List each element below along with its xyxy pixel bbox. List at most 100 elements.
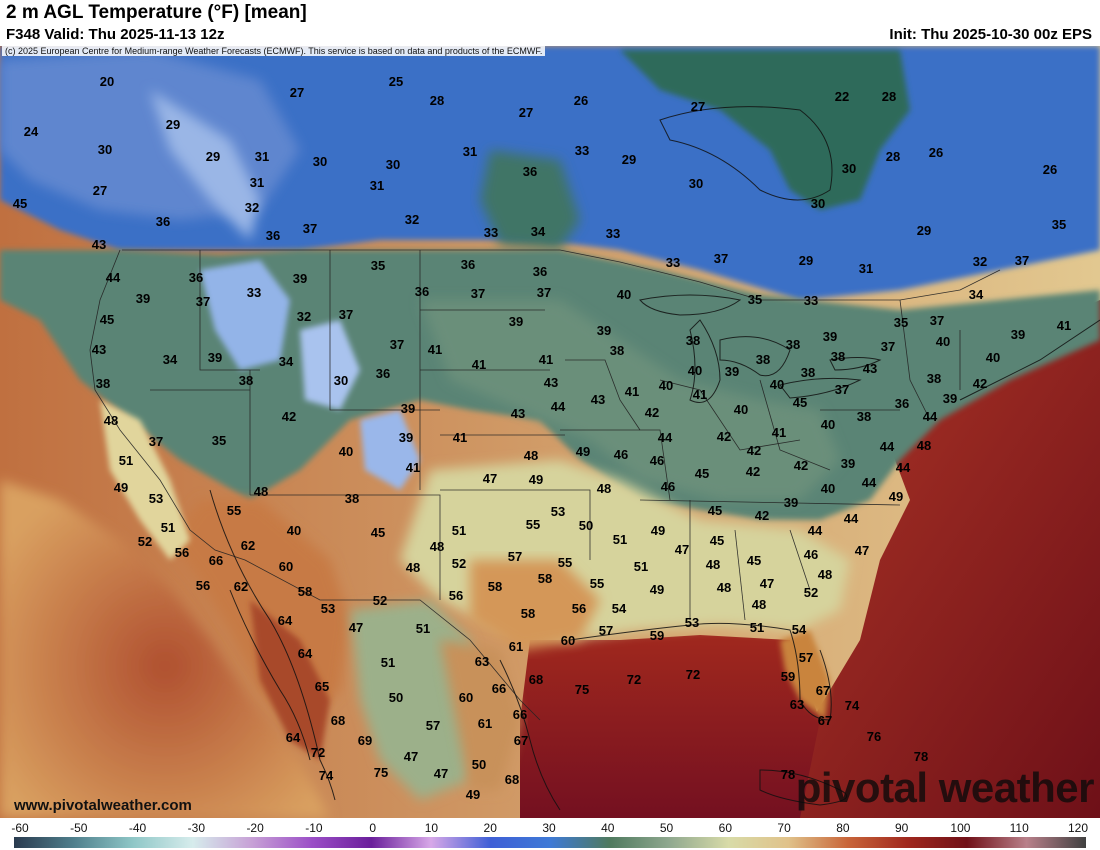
- temperature-label: 38: [831, 349, 845, 364]
- temperature-label: 50: [389, 690, 403, 705]
- temperature-label: 38: [927, 371, 941, 386]
- temperature-label: 31: [255, 149, 269, 164]
- temperature-label: 28: [886, 149, 900, 164]
- colorbar-gradient: [14, 837, 1086, 848]
- temperature-label: 35: [894, 315, 908, 330]
- temperature-label: 39: [399, 430, 413, 445]
- temperature-label: 39: [784, 495, 798, 510]
- temperature-label: 39: [136, 291, 150, 306]
- temperature-label: 38: [96, 376, 110, 391]
- temperature-label: 51: [613, 532, 627, 547]
- temperature-label: 50: [472, 757, 486, 772]
- temperature-label: 48: [717, 580, 731, 595]
- colorbar-tick-label: 20: [483, 821, 497, 835]
- temperature-label: 28: [882, 89, 896, 104]
- temperature-label: 43: [544, 375, 558, 390]
- temperature-label: 44: [862, 475, 877, 490]
- temperature-label: 55: [558, 555, 572, 570]
- temperature-label: 51: [381, 655, 395, 670]
- colorbar-tick-label: -10: [305, 821, 323, 835]
- header: 2 m AGL Temperature (°F) [mean] F348 Val…: [0, 0, 1100, 46]
- temperature-label: 33: [247, 285, 261, 300]
- colorbar-tick-label: -30: [187, 821, 205, 835]
- temperature-label: 37: [471, 286, 485, 301]
- temperature-label: 44: [106, 270, 121, 285]
- temperature-label: 48: [917, 438, 931, 453]
- temperature-label: 46: [650, 453, 664, 468]
- colorbar: -60 -50 -40 -30 -20 -10 0 10 20 30 40 50 60 70 80 90 100…: [0, 818, 1100, 850]
- temperature-label: 62: [241, 538, 255, 553]
- temperature-label: 54: [792, 622, 807, 637]
- temperature-label: 78: [781, 767, 795, 782]
- temperature-label: 41: [772, 425, 786, 440]
- temperature-label: 48: [254, 484, 268, 499]
- temperature-label: 49: [114, 480, 128, 495]
- temperature-label: 37: [149, 434, 163, 449]
- temperature-label: 51: [750, 620, 764, 635]
- temperature-label: 66: [492, 681, 506, 696]
- temperature-label: 72: [686, 667, 700, 682]
- temperature-label: 47: [404, 749, 418, 764]
- temperature-label: 37: [835, 382, 849, 397]
- temperature-label: 61: [509, 639, 523, 654]
- temperature-label: 44: [844, 511, 859, 526]
- temperature-label: 40: [770, 377, 784, 392]
- temperature-label: 34: [163, 352, 178, 367]
- temperature-label: 38: [239, 373, 253, 388]
- temperature-label: 36: [533, 264, 547, 279]
- temperature-label: 57: [508, 549, 522, 564]
- temperature-label: 52: [373, 593, 387, 608]
- temperature-label: 30: [386, 157, 400, 172]
- temperature-label: 53: [149, 491, 163, 506]
- temperature-label: 51: [161, 520, 175, 535]
- temperature-label: 56: [196, 578, 210, 593]
- temperature-label: 32: [297, 309, 311, 324]
- temperature-label: 39: [1011, 327, 1025, 342]
- temperature-label: 58: [521, 606, 535, 621]
- colorbar-tick-label: -50: [70, 821, 88, 835]
- temperature-label: 40: [936, 334, 950, 349]
- temperature-label: 37: [1015, 253, 1029, 268]
- temperature-label: 22: [835, 89, 849, 104]
- temperature-label: 30: [689, 176, 703, 191]
- temperature-label: 52: [138, 534, 152, 549]
- temperature-label: 57: [426, 718, 440, 733]
- temperature-label: 63: [790, 697, 804, 712]
- temperature-label: 72: [311, 745, 325, 760]
- colorbar-tick-label: 60: [718, 821, 733, 835]
- temperature-label: 67: [514, 733, 528, 748]
- temperature-label: 30: [334, 373, 348, 388]
- temperature-label: 38: [756, 352, 770, 367]
- temperature-label: 39: [401, 401, 415, 416]
- temperature-label: 42: [747, 443, 761, 458]
- temperature-label: 41: [539, 352, 553, 367]
- colorbar-tick-label: -40: [128, 821, 147, 835]
- colorbar-tick-label: -20: [246, 821, 264, 835]
- temperature-label: 68: [529, 672, 543, 687]
- temperature-label: 39: [943, 391, 957, 406]
- temperature-label: 48: [706, 557, 720, 572]
- colorbar-tick-label: 70: [777, 821, 791, 835]
- temperature-label: 74: [845, 698, 860, 713]
- temperature-label: 44: [808, 523, 823, 538]
- temperature-label: 41: [1057, 318, 1071, 333]
- temperature-label: 53: [551, 504, 565, 519]
- temperature-label: 37: [196, 294, 210, 309]
- temperature-label: 45: [371, 525, 385, 540]
- temperature-label: 63: [475, 654, 489, 669]
- temperature-label: 57: [799, 650, 813, 665]
- temperature-label: 35: [1052, 217, 1066, 232]
- website-link[interactable]: www.pivotalweather.com: [14, 797, 192, 814]
- temperature-label: 75: [575, 682, 589, 697]
- colorbar-tick-label: 50: [659, 821, 674, 835]
- temperature-label: 32: [405, 212, 419, 227]
- temperature-label: 44: [923, 409, 938, 424]
- temperature-label: 36: [189, 270, 203, 285]
- temperature-label: 30: [842, 161, 856, 176]
- temperature-label: 37: [881, 339, 895, 354]
- colorbar-tick-label: 0: [369, 821, 376, 835]
- temperature-label: 45: [13, 196, 27, 211]
- temperature-label: 46: [614, 447, 628, 462]
- temperature-label: 35: [212, 433, 226, 448]
